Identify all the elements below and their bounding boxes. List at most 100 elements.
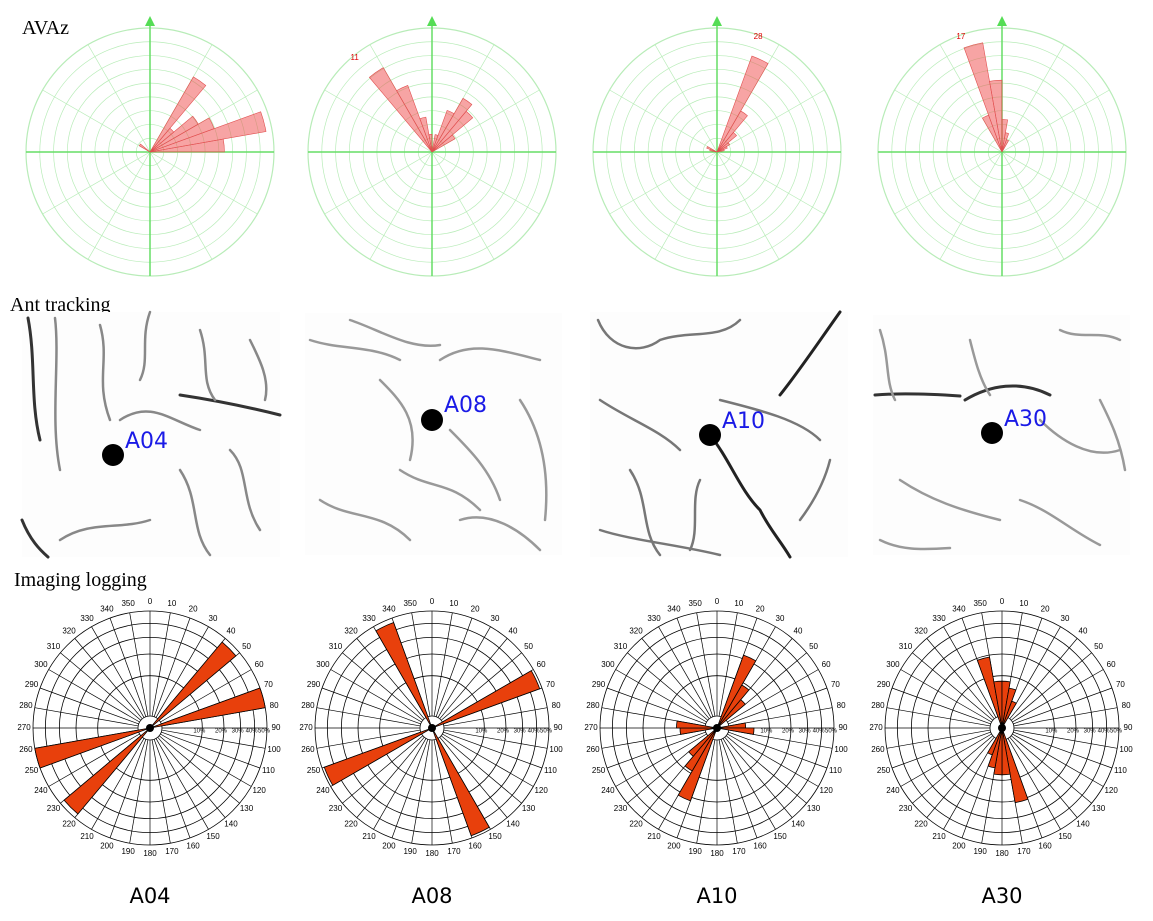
well-label: A30 [1004, 407, 1047, 432]
angle-label: 250 [307, 766, 321, 775]
angle-label: 280 [871, 701, 885, 710]
angle-label: 120 [534, 786, 548, 795]
angle-label: 130 [807, 804, 821, 813]
angle-label: 280 [301, 701, 315, 710]
well-dot [102, 444, 124, 466]
angle-label: 10 [167, 599, 176, 608]
angle-label: 300 [886, 660, 900, 669]
radial-tick-label: 20% [497, 729, 510, 735]
radial-tick-label: 40% [246, 729, 259, 735]
angle-label: 230 [899, 804, 913, 813]
angle-label: 340 [100, 605, 114, 614]
angle-label: 150 [773, 832, 787, 841]
angle-label: 120 [252, 786, 266, 795]
angle-label: 70 [1116, 680, 1125, 689]
angle-label: 290 [877, 680, 891, 689]
figure: AVAz Ant tracking Imaging logging A04 A0… [0, 0, 1153, 921]
angle-label: 20 [1041, 605, 1050, 614]
angle-label: 130 [1092, 804, 1106, 813]
angle-label: 120 [1104, 786, 1118, 795]
angle-label: 350 [403, 599, 417, 608]
angle-label: 110 [262, 766, 275, 775]
radial-tick-label: 40% [528, 729, 541, 735]
angle-label: 220 [62, 820, 76, 829]
row-label: Imaging logging [14, 569, 147, 591]
angle-label: 10 [734, 599, 743, 608]
radial-tick-label: 50% [1110, 729, 1123, 735]
well-dot [699, 424, 721, 446]
angle-label: 90 [839, 723, 848, 732]
max-count-label: 28 [754, 32, 763, 41]
angle-label: 20 [756, 605, 765, 614]
radial-tick-label: 20% [782, 729, 795, 735]
angle-label: 70 [264, 680, 273, 689]
angle-label: 270 [869, 723, 883, 732]
angle-label: 140 [224, 820, 238, 829]
radial-tick-label: 10% [1045, 729, 1058, 735]
radial-tick-label: 20% [1067, 729, 1080, 735]
angle-label: 150 [488, 832, 502, 841]
angle-label: 240 [601, 786, 615, 795]
angle-label: 200 [100, 842, 114, 851]
row-label: AVAz [22, 17, 69, 39]
radial-tick-label: 30% [1084, 729, 1097, 735]
angle-label: 60 [1107, 660, 1116, 669]
angle-label: 90 [1124, 723, 1133, 732]
angle-label: 160 [468, 842, 482, 851]
angle-label: 10 [1019, 599, 1028, 608]
center-dot [428, 724, 436, 732]
angle-label: 310 [47, 642, 61, 651]
angle-label: 260 [586, 745, 600, 754]
angle-label: 50 [242, 642, 251, 651]
angle-label: 170 [165, 847, 179, 856]
angle-label: 200 [382, 842, 396, 851]
angle-label: 110 [1114, 766, 1127, 775]
angle-label: 230 [614, 804, 628, 813]
angle-label: 60 [537, 660, 546, 669]
angle-label: 80 [837, 701, 846, 710]
radial-tick-label: 50% [258, 729, 271, 735]
column-label: A30 [981, 884, 1022, 908]
angle-label: 320 [62, 627, 76, 636]
angle-label: 100 [834, 745, 848, 754]
angle-label: 190 [403, 847, 417, 856]
center-dot [998, 724, 1006, 732]
angle-label: 110 [829, 766, 842, 775]
angle-label: 150 [206, 832, 220, 841]
angle-label: 140 [1076, 820, 1090, 829]
angle-label: 150 [1058, 832, 1072, 841]
angle-label: 40 [227, 627, 236, 636]
well-label: A04 [125, 429, 168, 454]
angle-label: 80 [270, 701, 279, 710]
angle-label: 300 [601, 660, 615, 669]
angle-label: 300 [34, 660, 48, 669]
angle-label: 320 [629, 627, 643, 636]
angle-label: 330 [647, 614, 661, 623]
radial-tick-label: 40% [1098, 729, 1111, 735]
angle-label: 330 [80, 614, 94, 623]
center-dot [146, 724, 154, 732]
angle-label: 280 [19, 701, 33, 710]
angle-label: 330 [932, 614, 946, 623]
angle-label: 30 [491, 614, 500, 623]
column-label: A04 [129, 884, 170, 908]
angle-label: 50 [809, 642, 818, 651]
angle-label: 330 [362, 614, 376, 623]
angle-label: 250 [592, 766, 606, 775]
angle-label: 80 [552, 701, 561, 710]
angle-label: 310 [614, 642, 628, 651]
angle-label: 310 [329, 642, 343, 651]
angle-label: 20 [189, 605, 198, 614]
angle-label: 340 [667, 605, 681, 614]
radial-tick-label: 10% [193, 729, 206, 735]
angle-label: 230 [47, 804, 61, 813]
angle-label: 350 [973, 599, 987, 608]
angle-label: 160 [1038, 842, 1052, 851]
max-count-label: 17 [956, 32, 965, 41]
angle-label: 100 [267, 745, 281, 754]
angle-label: 240 [34, 786, 48, 795]
angle-label: 260 [871, 745, 885, 754]
angle-label: 70 [546, 680, 555, 689]
angle-label: 40 [509, 627, 518, 636]
angle-label: 100 [549, 745, 563, 754]
